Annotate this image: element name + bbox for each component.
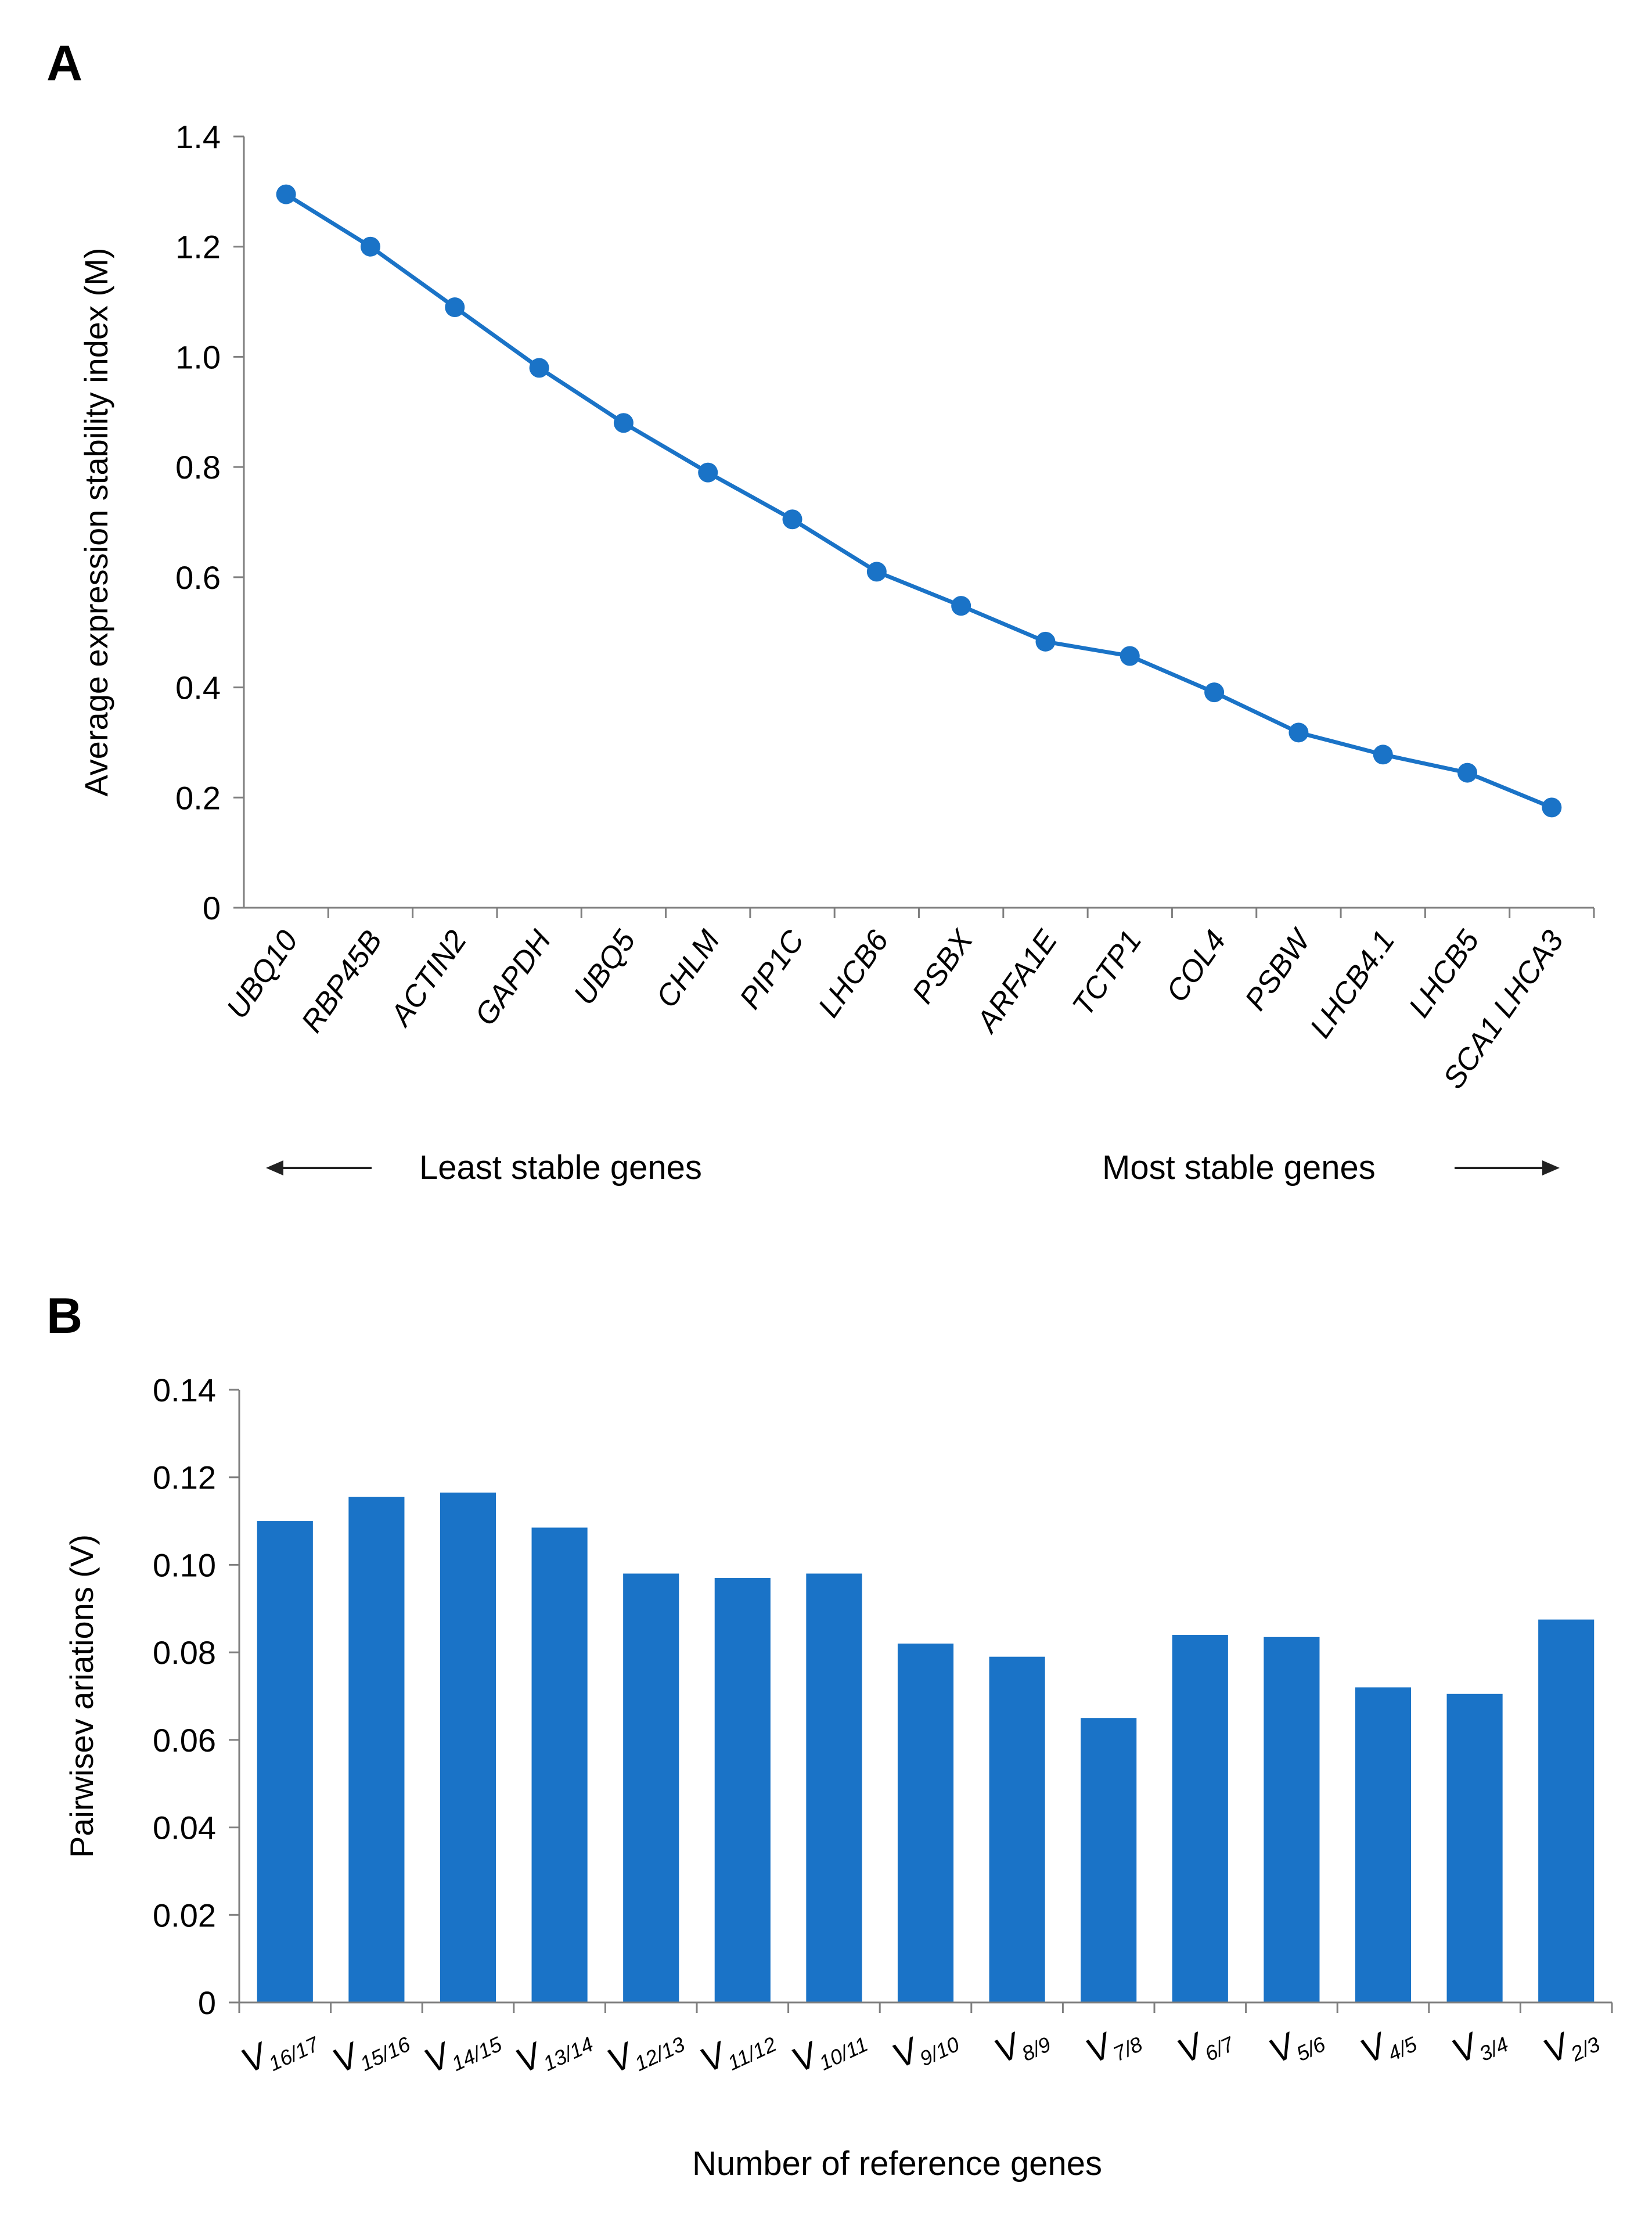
panel-a-label: A xyxy=(46,35,82,91)
chart-b-bar xyxy=(348,1497,405,2002)
chart-a-x-tick-label: GAPDH xyxy=(469,924,558,1031)
chart-a-x-tick-label: LHCB4.1 xyxy=(1304,925,1402,1044)
chart-b-y-tick-label: 0 xyxy=(198,1984,216,2021)
chart-a: 0 0.2 0.4 0.6 0.8 1.0 1.2 1.4 UBQ10RBP45BACTIN2… xyxy=(78,118,1595,1095)
chart-a-data-point xyxy=(1542,797,1562,818)
chart-a-y-tick-label: 0 xyxy=(203,890,221,926)
chart-b-x-tick-label: V12/13 xyxy=(601,2014,688,2086)
chart-b-x-tick-label: V13/14 xyxy=(510,2014,597,2086)
least-stable-label: Least stable genes xyxy=(419,1149,702,1186)
right-arrow-icon xyxy=(1542,1160,1560,1175)
chart-b-x-tick-label: V10/11 xyxy=(786,2014,872,2085)
chart-a-y-tick-label: 0.6 xyxy=(175,559,221,596)
chart-b-y-tick-label: 0.06 xyxy=(153,1722,216,1759)
chart-b-bar xyxy=(1446,1694,1503,2002)
chart-b-x-tick-label: V11/12 xyxy=(694,2014,780,2085)
chart-a-x-tick-label: LHCB6 xyxy=(812,925,895,1024)
chart-a-x-tick-label: COL4 xyxy=(1160,925,1232,1009)
chart-b-x-tick-label: V3/4 xyxy=(1446,2014,1512,2076)
chart-a-data-point xyxy=(613,413,634,433)
chart-a-data-point xyxy=(698,462,718,483)
chart-b-y-tick-label: 0.10 xyxy=(153,1547,216,1583)
chart-a-data-point xyxy=(1373,745,1393,765)
chart-a-y-tick-label: 1.2 xyxy=(175,229,221,265)
chart-a-x-tick-label: ACTIN2 xyxy=(383,925,473,1033)
chart-a-x-tick-label: PIP1C xyxy=(733,924,811,1015)
chart-a-y-tick-label: 1.0 xyxy=(175,339,221,375)
chart-b-y-tick-label: 0.02 xyxy=(153,1897,216,1933)
chart-b-x-tick-label: V16/17 xyxy=(235,2013,323,2086)
chart-a-data-point xyxy=(276,184,296,204)
chart-a-x-tick-label: UBQ10 xyxy=(220,925,304,1025)
chart-b-y-axis-title: Pairwisev ariations (V) xyxy=(63,1534,100,1858)
chart-b-x-tick-label: V8/9 xyxy=(988,2014,1054,2076)
chart-b-x-tick-label: V5/6 xyxy=(1263,2014,1330,2076)
chart-b-bar xyxy=(531,1527,588,2002)
chart-b-bar xyxy=(806,1573,862,2002)
chart-a-data-point xyxy=(360,236,380,257)
chart-a-data-point xyxy=(1204,682,1225,703)
chart-b-y-tick-label: 0.04 xyxy=(153,1810,216,1846)
chart-b-bar xyxy=(257,1521,313,2002)
panel-b-label: B xyxy=(46,1288,82,1344)
chart-a-x-tick-label: PSBW xyxy=(1239,922,1319,1017)
chart-b-x-tick-label: V15/16 xyxy=(327,2014,415,2086)
chart-b-bar xyxy=(440,1493,496,2002)
chart-a-x-tick-label: RBP45B xyxy=(295,925,389,1039)
chart-a-x-tick-label: ARFA1E xyxy=(969,924,1064,1040)
chart-a-data-point xyxy=(951,596,971,616)
chart-b-bar xyxy=(1355,1687,1412,2002)
chart-a-x-tick-label: CHLM xyxy=(650,924,726,1014)
chart-b-y-tick-label: 0.08 xyxy=(153,1634,216,1671)
chart-a-y-tick-label: 0.4 xyxy=(175,670,221,706)
chart-b-x-tick-label: V14/15 xyxy=(418,2014,506,2086)
chart-a-x-tick-label: UBQ5 xyxy=(567,924,642,1011)
chart-b-bar xyxy=(989,1656,1045,2002)
chart-b-x-tick-label: V2/3 xyxy=(1538,2014,1604,2076)
chart-a-y-tick-label: 0.8 xyxy=(175,449,221,486)
chart-a-data-point xyxy=(782,509,802,530)
chart-a-data-point xyxy=(1289,722,1309,743)
chart-b: 0 0.02 0.04 0.06 0.08 0.10 0.12 0.14 V16/17 V15/… xyxy=(63,1372,1613,2183)
chart-a-x-tick-label: TCTP1 xyxy=(1066,925,1149,1022)
chart-b-y-tick-label: 0.12 xyxy=(153,1459,216,1496)
chart-b-bar xyxy=(1081,1718,1137,2002)
chart-b-y-tick-label: 0.14 xyxy=(153,1372,216,1408)
chart-b-x-tick-label: V7/8 xyxy=(1080,2014,1146,2076)
chart-b-x-tick-label: V4/5 xyxy=(1355,2014,1421,2076)
least-stable-annotation: Least stable genes xyxy=(266,1149,702,1186)
chart-b-bar xyxy=(897,1644,954,2002)
chart-b-bar xyxy=(1538,1619,1595,2002)
left-arrow-icon xyxy=(266,1160,283,1175)
chart-a-series-line xyxy=(285,192,1553,810)
chart-b-bar xyxy=(623,1573,679,2002)
most-stable-annotation: Most stable genes xyxy=(1102,1149,1560,1186)
chart-a-y-tick-label: 1.4 xyxy=(175,118,221,155)
chart-a-y-axis-title: Average expression stability index (M) xyxy=(78,247,114,796)
chart-a-data-point xyxy=(1457,763,1478,783)
chart-a-x-tick-label: LHCB5 xyxy=(1402,924,1486,1023)
chart-a-data-point xyxy=(529,358,549,378)
chart-a-x-tick-label: PSBX xyxy=(906,923,980,1010)
chart-a-data-point xyxy=(1035,631,1056,652)
chart-b-bar xyxy=(1264,1637,1320,2002)
chart-a-y-tick-label: 0.2 xyxy=(175,779,221,816)
chart-a-data-point xyxy=(445,297,465,318)
most-stable-label: Most stable genes xyxy=(1102,1149,1376,1186)
chart-a-data-point xyxy=(866,562,887,582)
chart-b-x-tick-label: V6/7 xyxy=(1171,2013,1239,2076)
chart-b-x-axis-title: Number of reference genes xyxy=(692,2145,1102,2183)
chart-b-x-tick-label: V9/10 xyxy=(886,2014,963,2080)
chart-a-data-point xyxy=(1120,646,1140,666)
chart-b-bar xyxy=(714,1578,771,2002)
chart-b-bar xyxy=(1172,1635,1228,2002)
